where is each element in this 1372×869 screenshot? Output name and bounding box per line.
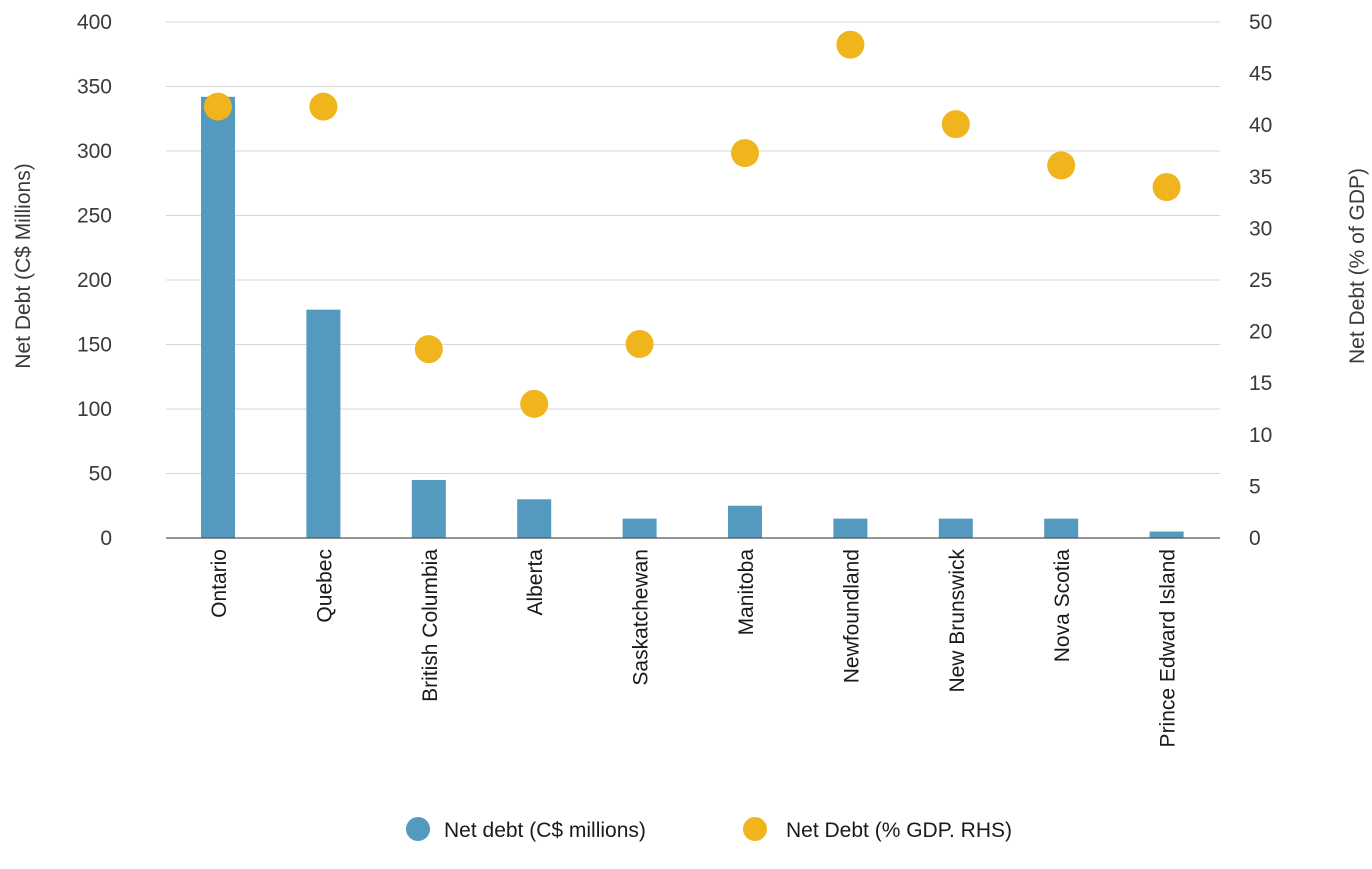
- point: [414, 335, 443, 364]
- y-tick-label: 150: [77, 334, 112, 357]
- y-axis-title: Net Debt (C$ Millions): [12, 163, 35, 368]
- legend-bar-label: Net debt (C$ millions): [444, 819, 646, 842]
- category-label: Quebec: [313, 549, 336, 623]
- point: [520, 389, 549, 418]
- category-label: Saskatchewan: [630, 549, 653, 686]
- bar: [411, 479, 446, 538]
- category-labels: Ontario Quebec British Columbia Alberta Sask…: [208, 549, 1180, 748]
- y2-tick-label: 20: [1249, 321, 1272, 344]
- bar: [306, 309, 341, 538]
- point: [309, 92, 338, 121]
- left-axis-ticks: 0 50 100 150 200 250 300 350 400: [77, 11, 112, 550]
- y-tick-label: 300: [77, 140, 112, 163]
- point: [1152, 173, 1181, 202]
- y2-tick-label: 15: [1249, 372, 1272, 395]
- right-axis-ticks: 0 5 10 15 20 25 30 35 40 45 50: [1249, 11, 1272, 550]
- category-label: Alberta: [524, 549, 547, 616]
- point: [731, 139, 759, 168]
- legend-point-label: Net Debt (% GDP. RHS): [786, 819, 1012, 842]
- category-label: Ontario: [208, 549, 231, 618]
- bar-series: [201, 96, 1184, 538]
- y-tick-label: 100: [77, 398, 112, 421]
- point: [941, 110, 970, 139]
- bar: [201, 96, 235, 538]
- y-tick-label: 350: [77, 76, 112, 99]
- point: [1047, 151, 1076, 180]
- y-tick-label: 200: [77, 269, 112, 292]
- y2-tick-label: 40: [1249, 114, 1272, 137]
- point-series: [204, 30, 1181, 418]
- category-label: New Brunswick: [946, 549, 969, 693]
- y2-tick-label: 0: [1249, 527, 1261, 550]
- point: [204, 92, 232, 121]
- category-label: Nova Scotia: [1051, 549, 1074, 663]
- y2-tick-label: 25: [1249, 269, 1272, 292]
- category-label: Prince Edward Island: [1157, 549, 1180, 747]
- bar: [1044, 518, 1079, 538]
- y2-tick-label: 30: [1249, 217, 1272, 240]
- bar: [938, 518, 973, 538]
- point: [836, 30, 865, 59]
- bar: [622, 518, 657, 538]
- category-label: Newfoundland: [840, 549, 863, 683]
- gridlines: [166, 21, 1220, 474]
- bar: [833, 518, 868, 538]
- y-tick-label: 250: [77, 205, 112, 228]
- bar: [1149, 531, 1184, 538]
- legend-point-swatch: [743, 817, 767, 841]
- legend: Net debt (C$ millions) Net Debt (% GDP. …: [406, 817, 1012, 842]
- y-tick-label: 50: [89, 463, 112, 486]
- bar: [517, 499, 552, 538]
- point: [625, 329, 654, 358]
- bar: [728, 505, 762, 538]
- y-tick-label: 400: [77, 11, 112, 34]
- y2-axis-title: Net Debt (% of GDP): [1346, 168, 1369, 364]
- legend-bar-swatch: [406, 817, 430, 841]
- category-label: British Columbia: [419, 549, 442, 702]
- y2-tick-label: 35: [1249, 166, 1272, 189]
- y2-tick-label: 10: [1249, 424, 1272, 447]
- y2-tick-label: 50: [1249, 11, 1272, 34]
- y-tick-label: 0: [100, 527, 112, 550]
- category-label: Manitoba: [735, 549, 758, 636]
- y2-tick-label: 5: [1249, 475, 1261, 498]
- y2-tick-label: 45: [1249, 63, 1272, 86]
